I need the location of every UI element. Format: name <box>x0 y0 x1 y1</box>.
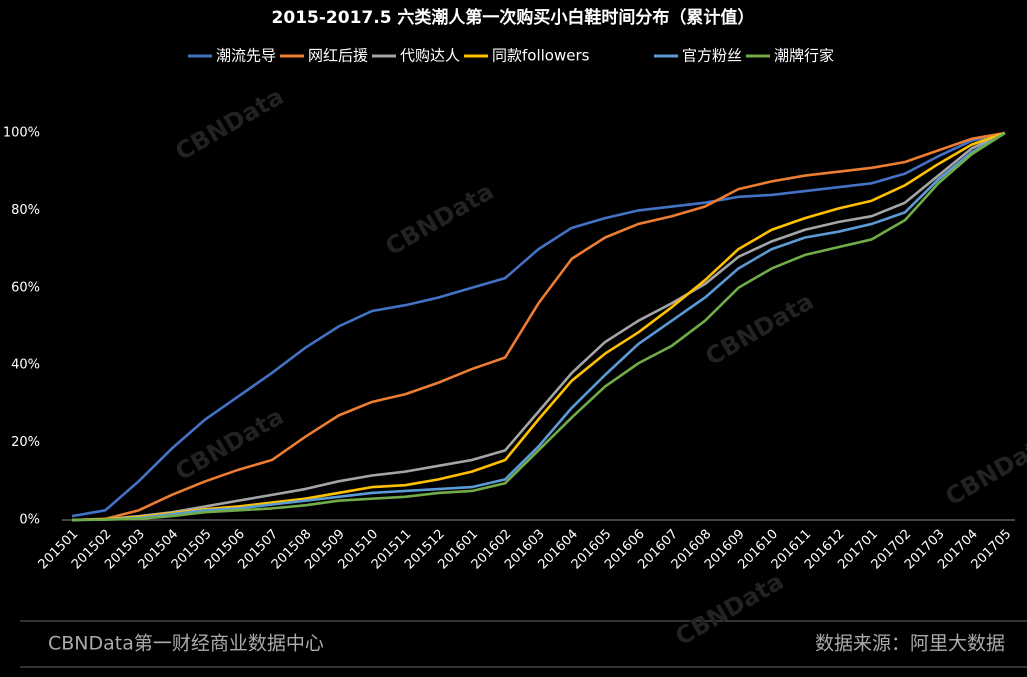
series-line <box>71 131 1006 522</box>
legend-label: 网红后援 <box>308 47 368 65</box>
y-tick-label: 0% <box>19 513 40 528</box>
legend-label: 官方粉丝 <box>682 47 742 65</box>
y-tick-label: 60% <box>11 280 40 295</box>
series-line <box>71 131 1006 522</box>
y-tick-label: 80% <box>11 203 40 218</box>
y-tick-label: 20% <box>11 435 40 450</box>
series-line <box>71 131 1006 518</box>
legend-label: 潮牌行家 <box>774 47 834 65</box>
y-tick-label: 40% <box>11 358 40 373</box>
series-line <box>71 131 1006 522</box>
series-line <box>71 131 1006 522</box>
legend-label: 潮流先导 <box>216 47 276 65</box>
legend-label: 代购达人 <box>400 47 460 65</box>
y-tick-label: 100% <box>3 126 40 141</box>
chart-title: 2015-2017.5 六类潮人第一次购买小白鞋时间分布（累计值） <box>272 7 755 28</box>
series-line <box>71 131 1006 522</box>
legend-label: 同款followers <box>492 47 590 65</box>
footer-left: CBNData第一财经商业数据中心 <box>48 633 324 655</box>
footer-right: 数据来源：阿里大数据 <box>815 633 1005 655</box>
